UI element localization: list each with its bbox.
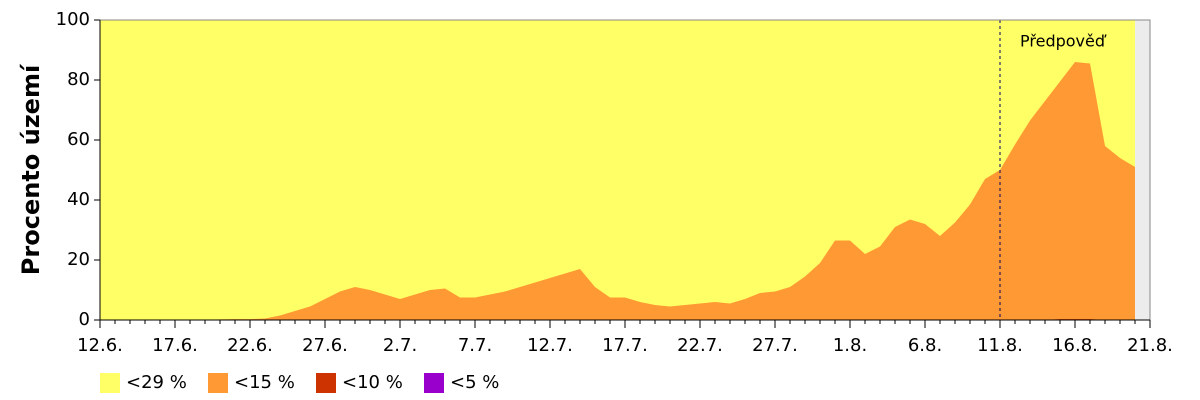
- legend-swatch: [208, 373, 228, 393]
- legend-label: <15 %: [234, 372, 295, 393]
- legend-swatch: [316, 373, 336, 393]
- x-tick-label: 6.8.: [908, 335, 942, 356]
- legend-label: <10 %: [342, 372, 403, 393]
- x-tick-label: 12.6.: [77, 335, 123, 356]
- forecast-label: Předpověď: [1020, 32, 1107, 51]
- legend-swatch: [424, 373, 444, 393]
- x-tick-label: 27.7.: [752, 335, 798, 356]
- x-tick-label: 11.8.: [977, 335, 1023, 356]
- y-tick-label: 20: [67, 249, 90, 270]
- legend-swatch: [100, 373, 120, 393]
- x-tick-label: 22.6.: [227, 335, 273, 356]
- y-axis-label: Procento území: [17, 63, 45, 275]
- x-tick-label: 1.8.: [833, 335, 867, 356]
- area: [100, 62, 1135, 320]
- area: [100, 20, 1135, 320]
- x-tick-label: 7.7.: [458, 335, 492, 356]
- x-tick-label: 16.8.: [1052, 335, 1098, 356]
- x-tick-label: 21.8.: [1127, 335, 1173, 356]
- y-tick-label: 0: [79, 309, 90, 330]
- legend-label: <29 %: [126, 372, 187, 393]
- y-tick-label: 40: [67, 189, 90, 210]
- x-tick-label: 27.6.: [302, 335, 348, 356]
- y-tick-label: 60: [67, 129, 90, 150]
- legend-label: <5 %: [450, 372, 499, 393]
- x-tick-label: 17.7.: [602, 335, 648, 356]
- areas: [100, 20, 1135, 320]
- x-tick-label: 2.7.: [383, 335, 417, 356]
- x-tick-label: 22.7.: [677, 335, 723, 356]
- y-tick-label: 80: [67, 69, 90, 90]
- overlay: Předpověď 0 20 40 60 80 100 12.6. 17.6. 22.6. 27.6…: [56, 9, 1173, 393]
- x-tick-label: 12.7.: [527, 335, 573, 356]
- x-tick-label: 17.6.: [152, 335, 198, 356]
- y-tick-label: 100: [56, 9, 90, 30]
